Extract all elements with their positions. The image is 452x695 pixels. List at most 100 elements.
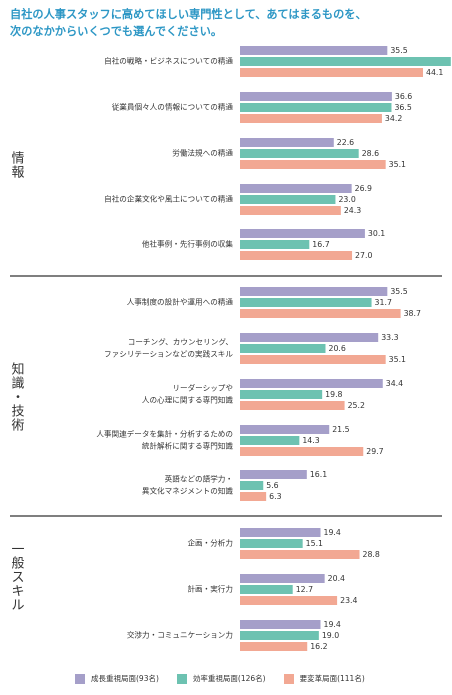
value-label-reform: 27.0	[355, 251, 372, 260]
section-label-char: 知	[11, 362, 24, 378]
item-label: 自社の企業文化や風土についての精通	[104, 194, 233, 204]
bar-growth	[240, 92, 392, 101]
value-label-growth: 34.4	[386, 379, 403, 388]
item-label: 従業員個々人の情報についての精通	[112, 102, 234, 112]
bar-growth	[240, 333, 379, 342]
bar-reform	[240, 355, 386, 364]
bar-efficiency	[240, 481, 264, 490]
legend-label-reform: 要変革局面(111名)	[299, 674, 365, 683]
section-label-char: 術	[11, 419, 24, 434]
legend-swatch-reform	[283, 673, 294, 684]
bar-efficiency	[240, 149, 359, 158]
section-label-1: 情報	[11, 152, 24, 181]
bar-reform	[240, 642, 308, 651]
bar-growth	[240, 379, 383, 388]
bar-reform	[240, 401, 345, 410]
bar-efficiency	[240, 631, 319, 640]
value-label-growth: 20.4	[328, 574, 345, 583]
legend-swatch-efficiency	[176, 673, 187, 684]
bar-efficiency	[240, 344, 326, 353]
item-label: 異文化マネジメントの知識	[142, 486, 234, 496]
bar-growth	[240, 287, 388, 296]
bar-efficiency	[240, 57, 451, 66]
section-label-char: ス	[11, 571, 24, 586]
bar-reform	[240, 492, 267, 501]
value-label-reform: 35.1	[389, 160, 406, 169]
bar-efficiency	[240, 436, 300, 445]
bar-efficiency	[240, 585, 293, 594]
item-label: 企画・分析力	[187, 538, 233, 548]
bar-reform	[240, 251, 353, 260]
bar-reform	[240, 550, 360, 559]
item-label: 人事制度の設計や運用への精通	[127, 297, 234, 307]
value-label-efficiency: 12.7	[296, 585, 313, 594]
value-label-reform: 6.3	[269, 492, 281, 501]
item-label: 人の心理に関する専門知識	[142, 395, 234, 405]
bar-reform	[240, 309, 401, 318]
question-line-2: 次のなかからいくつでも選んでください。	[10, 25, 223, 38]
bar-chart: 情報自社の戦略・ビジネスについての精通35.550.844.1従業員個々人の情報…	[10, 46, 451, 651]
item-label: 労働法規への精通	[172, 148, 233, 158]
item-label: コーチング、カウンセリング、	[128, 337, 233, 347]
value-label-growth: 26.9	[355, 184, 372, 193]
item-label: ファシリテーションなどの実践スキル	[104, 349, 233, 359]
value-label-efficiency: 14.3	[302, 436, 319, 445]
legend-label-growth: 成長重視局面(93名)	[91, 674, 159, 683]
section-label-char: 識	[11, 377, 24, 392]
bar-growth	[240, 138, 334, 147]
value-label-reform: 29.7	[366, 447, 383, 456]
question-line-1: 自社の人事スタッフに高めてほしい専門性として、あてはまるものを、	[10, 8, 367, 21]
item-label: リーダーシップや	[172, 383, 233, 393]
value-label-reform: 35.1	[389, 355, 406, 364]
legend-item-reform: 要変革局面(111名)	[283, 673, 365, 684]
value-label-growth: 21.5	[332, 425, 349, 434]
bar-growth	[240, 184, 352, 193]
value-label-efficiency: 20.6	[328, 344, 345, 353]
legend-item-growth: 成長重視局面(93名)	[75, 673, 159, 684]
value-label-reform: 23.4	[340, 596, 357, 605]
value-label-efficiency: 16.7	[312, 240, 329, 249]
bar-efficiency	[240, 103, 392, 112]
bar-growth	[240, 620, 321, 629]
bar-efficiency	[240, 539, 303, 548]
bar-reform	[240, 160, 386, 169]
value-label-efficiency: 19.0	[322, 631, 339, 640]
bar-growth	[240, 470, 307, 479]
legend: 成長重視局面(93名) 効率重視局面(126名) 要変革局面(111名)	[75, 673, 365, 684]
value-label-efficiency: 31.7	[375, 298, 392, 307]
value-label-growth: 19.4	[324, 528, 341, 537]
bar-growth	[240, 229, 365, 238]
bar-reform	[240, 596, 338, 605]
legend-swatch-growth	[75, 673, 85, 684]
item-label: 英語などの語学力・	[165, 474, 233, 484]
item-label: 統計解析に関する専門知識	[142, 441, 234, 451]
value-label-reform: 28.8	[363, 550, 380, 559]
bar-reform	[240, 447, 364, 456]
section-label-char: 般	[11, 556, 24, 572]
section-label-char: キ	[11, 585, 24, 600]
bar-efficiency	[240, 390, 323, 399]
item-label: 自社の戦略・ビジネスについての精通	[104, 56, 233, 66]
value-label-efficiency: 23.0	[338, 195, 355, 204]
section-label-char: 情	[11, 152, 24, 167]
value-label-efficiency: 19.8	[325, 390, 342, 399]
value-label-growth: 33.3	[381, 333, 398, 342]
value-label-growth: 16.1	[310, 470, 327, 479]
item-label: 交渉力・コミュニケーション力	[127, 630, 233, 640]
section-label-char: ル	[11, 599, 24, 614]
section-label-char: 一	[11, 543, 24, 558]
question-text: 自社の人事スタッフに高めてほしい専門性として、あてはまるものを、 次のなかからい…	[10, 6, 450, 40]
bar-growth	[240, 425, 330, 434]
bar-growth	[240, 46, 388, 55]
item-label: 計画・実行力	[187, 584, 233, 594]
bar-efficiency	[240, 298, 372, 307]
value-label-growth: 35.5	[390, 287, 407, 296]
value-label-reform: 34.2	[385, 114, 402, 123]
bar-reform	[240, 114, 382, 123]
value-label-reform: 38.7	[404, 309, 421, 318]
bar-reform	[240, 68, 424, 77]
section-label-2: 知識・技術	[11, 362, 24, 434]
item-label: 人事関連データを集計・分析するための	[96, 429, 233, 439]
section-label-char: 技	[11, 405, 24, 420]
